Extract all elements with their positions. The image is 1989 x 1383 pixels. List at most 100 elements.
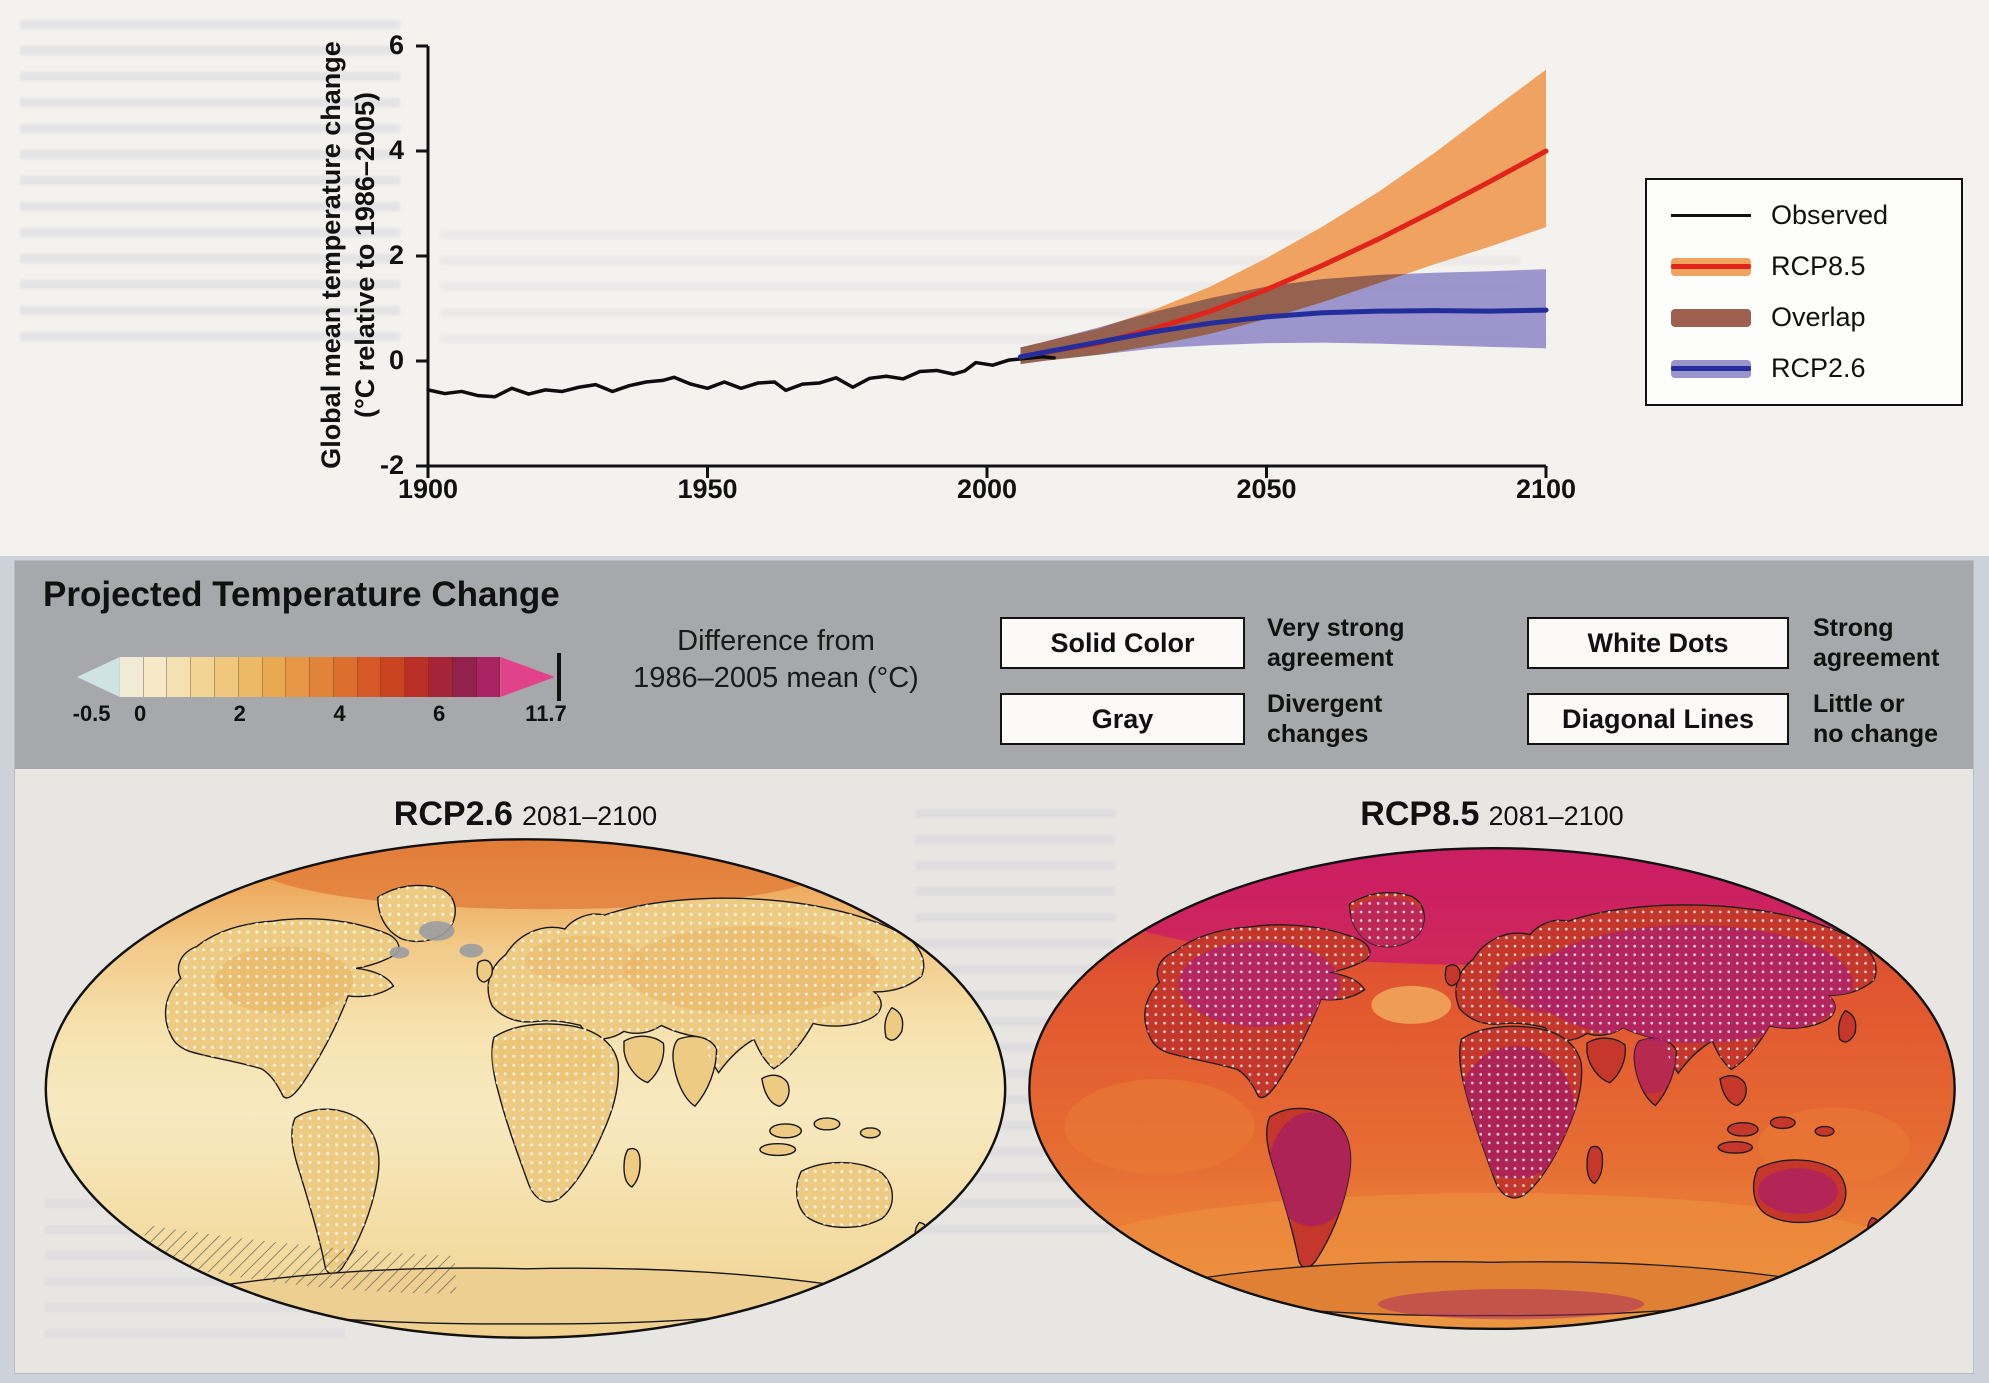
observed-line-swatch (1671, 214, 1751, 217)
agreement-box-solid-color: Solid Color (1000, 617, 1245, 669)
rcp2-6-mean-line (1018, 307, 1549, 360)
temperature-colorbar (77, 657, 556, 697)
agreement-box-label: White Dots (1587, 627, 1729, 658)
y-axis-label-line2: (°C relative to 1986–2005) (350, 92, 380, 418)
rcp85-map (1028, 846, 1956, 1331)
projection-maps-area: RCP2.6 2081–2100 RCP8.5 2081–2100 (15, 769, 1973, 1373)
rcp26-map-content (45, 839, 1006, 1338)
rcp85-pacific-patch (1064, 1079, 1255, 1174)
agreement-box-label: Gray (1091, 703, 1154, 734)
map-period: 2081–2100 (522, 801, 658, 831)
legend-label: RCP2.6 (1771, 353, 1866, 383)
y-tick-label: -2 (379, 450, 404, 480)
legend-row-observed: Observed (1671, 200, 1937, 231)
y-tick-label: 0 (388, 345, 404, 375)
rcp26-diagonal-hatch-region (143, 1224, 457, 1294)
colorbar-segment (262, 657, 287, 697)
agreement-desc-very-strong: Very strong agreement (1267, 613, 1405, 673)
colorbar-segment (310, 657, 334, 697)
projection-chart-section: Global mean temperature change (°C relat… (0, 0, 1989, 556)
colorbar-segment (286, 657, 311, 697)
colorbar-tick-label: -0.5 (72, 701, 111, 726)
map-scenario-name: RCP2.6 (393, 795, 513, 833)
agreement-desc-line: Strong (1813, 614, 1894, 642)
rcp26-arctic-warm-patch (249, 839, 841, 910)
x-tick-label: 2050 (1236, 474, 1297, 504)
rcp85-map-outline (1028, 846, 1956, 1331)
legend-row-overlap: Overlap (1671, 302, 1937, 333)
y-tick-label: 4 (388, 135, 404, 165)
colorbar-caption-line1: Difference from (677, 625, 875, 657)
legend-row-rcp85: RCP8.5 (1671, 251, 1937, 282)
x-tick-label: 2100 (1515, 474, 1577, 504)
panel-header-band: Projected Temperature Change -0.5 0 2 4 6 11.… (15, 561, 1973, 769)
rcp26-map (44, 838, 1007, 1339)
agreement-box-label: Solid Color (1050, 627, 1195, 658)
legend-label: Observed (1771, 200, 1889, 230)
y-tick-label: 2 (388, 240, 404, 270)
rcp26-gray-divergent-patches (389, 921, 484, 959)
colorbar-segment (405, 657, 429, 697)
colorbar-tick-label: 4 (333, 701, 346, 726)
colorbar-caption: Difference from 1986–2005 mean (°C) (571, 623, 981, 697)
legend-label: RCP8.5 (1771, 251, 1866, 281)
colorbar-tick-label: 0 (134, 701, 147, 726)
colorbar-segment (77, 657, 120, 697)
temp-projection-plot (416, 44, 1549, 478)
legend-label: Overlap (1771, 302, 1866, 332)
colorbar-segment (214, 657, 239, 697)
rcp85-band-swatch (1671, 257, 1751, 276)
colorbar-segment (476, 657, 501, 697)
projected-temperature-panel: Projected Temperature Change -0.5 0 2 4 6 11.… (14, 560, 1974, 1374)
colorbar-segment (167, 657, 192, 697)
agreement-desc-line: no change (1813, 720, 1939, 748)
rcp26-band-swatch (1671, 359, 1751, 378)
colorbar-segment (428, 657, 453, 697)
x-tick-label: 1950 (677, 474, 738, 504)
y-axis-label: Global mean temperature change (°C relat… (314, 20, 392, 490)
panel-title: Projected Temperature Change (43, 575, 560, 614)
y-axis-ticks: 6 4 2 0 -2 (342, 30, 404, 480)
map-period: 2081–2100 (1488, 801, 1624, 831)
map-scenario-name: RCP8.5 (1360, 795, 1480, 833)
agreement-desc-line: Divergent (1267, 690, 1383, 718)
colorbar-tick-label: 2 (233, 701, 246, 726)
rcp85-map-content (1029, 848, 1955, 1329)
map-title-rcp26: RCP2.6 2081–2100 (33, 795, 1018, 834)
legend-row-rcp26: RCP2.6 (1671, 353, 1937, 384)
colorbar-segment (381, 657, 406, 697)
agreement-box-white-dots: White Dots (1527, 617, 1789, 669)
y-axis-label-line1: Global mean temperature change (316, 41, 346, 469)
x-axis-ticks: 1900 1950 2000 2050 2100 (398, 474, 1576, 514)
colorbar-segment (119, 657, 144, 697)
colorbar-segment (238, 657, 263, 697)
colorbar-segment (452, 657, 477, 697)
colorbar-segment (357, 657, 382, 697)
colorbar-segment (333, 657, 358, 697)
map-title-rcp85: RCP8.5 2081–2100 (1017, 795, 1967, 834)
agreement-box-gray: Gray (1000, 693, 1245, 745)
agreement-box-diagonal-lines: Diagonal Lines (1527, 693, 1789, 745)
agreement-desc-divergent: Divergent changes (1267, 689, 1382, 749)
colorbar-tick-label: 11.7 (525, 701, 567, 726)
x-tick-label: 1900 (397, 474, 459, 504)
rcp26-map-outline (44, 838, 1007, 1339)
colorbar-caption-line2: 1986–2005 mean (°C) (633, 662, 919, 694)
observed-line (426, 355, 1056, 399)
x-tick-label: 2000 (956, 474, 1018, 504)
colorbar-end-cap (557, 653, 561, 701)
overlap-band-swatch (1671, 308, 1751, 327)
colorbar-segment (191, 657, 215, 697)
agreement-desc-line: agreement (1813, 644, 1940, 672)
chart-legend: Observed RCP8.5 Overlap RCP2.6 (1645, 178, 1963, 406)
colorbar-tick-labels: -0.5 0 2 4 6 11.7 (73, 701, 567, 731)
rcp85-north-atlantic-cool-patch (1371, 985, 1452, 1024)
agreement-desc-line: Little or (1813, 690, 1905, 718)
agreement-desc-line: agreement (1267, 644, 1394, 672)
rcp26-line-swatch (1671, 366, 1751, 371)
rcp85-antarctic-hot-patch (1378, 1288, 1644, 1320)
y-tick-label: 6 (388, 30, 404, 60)
global-temp-chart: 6 4 2 0 -2 1900 1950 2000 2050 2100 (380, 30, 1576, 534)
colorbar-segment (143, 657, 168, 697)
agreement-box-label: Diagonal Lines (1561, 703, 1755, 734)
